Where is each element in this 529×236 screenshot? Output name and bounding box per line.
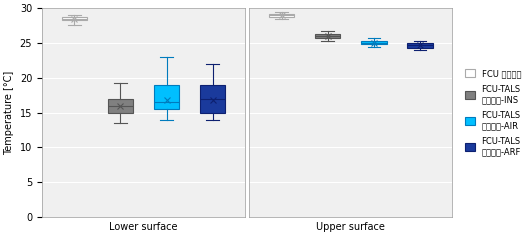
PathPatch shape — [154, 85, 179, 109]
PathPatch shape — [61, 17, 87, 20]
PathPatch shape — [407, 43, 433, 48]
PathPatch shape — [108, 99, 133, 113]
Legend: FCU 단독운전, FCU-TALS
병용운전-INS, FCU-TALS
병용운전-AIR, FCU-TALS
병용운전-ARF: FCU 단독운전, FCU-TALS 병용운전-INS, FCU-TALS 병용… — [461, 65, 525, 160]
PathPatch shape — [200, 85, 225, 113]
PathPatch shape — [315, 34, 341, 38]
Y-axis label: Temperature [°C]: Temperature [°C] — [4, 70, 14, 155]
PathPatch shape — [269, 14, 294, 17]
PathPatch shape — [361, 41, 387, 44]
